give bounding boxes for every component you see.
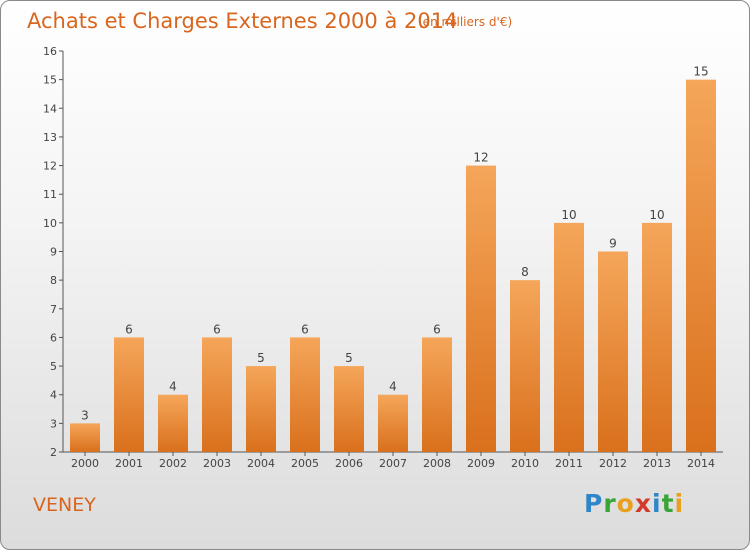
bar [290,337,320,452]
y-tick-label: 4 [50,389,57,402]
labels: 2 3 4 5 6 7 8 9 10 11 12 13 14 15 16 2000 3 2001 6 2002 4 200… [43,45,715,470]
data-label: 4 [389,380,397,394]
x-tick-label: 2002 [159,457,187,470]
logo-letter: t [661,489,675,518]
y-tick-label: 6 [50,331,57,344]
y-tick-label: 5 [50,360,57,373]
y-tick-label: 16 [43,45,57,58]
bar [114,337,144,452]
x-tick-label: 2000 [71,457,99,470]
x-tick-label: 2003 [203,457,231,470]
y-tick-label: 2 [50,446,57,459]
y-tick-label: 14 [43,102,57,115]
x-tick-label: 2001 [115,457,143,470]
x-tick-label: 2005 [291,457,319,470]
bar [554,222,584,452]
data-label: 12 [473,151,488,165]
x-tick-label: 2011 [555,457,583,470]
logo-letter: i [652,489,662,518]
bars [70,79,716,453]
bar [642,222,672,452]
y-tick-label: 10 [43,217,57,230]
y-tick-label: 15 [43,74,57,87]
x-tick-label: 2007 [379,457,407,470]
data-label: 6 [125,322,133,336]
data-label: 6 [213,322,221,336]
y-tick-label: 7 [50,303,57,316]
bar [246,366,276,452]
bar [510,280,540,452]
x-tick-label: 2012 [599,457,627,470]
bar [70,423,100,452]
logo-letter: r [603,489,617,518]
bar [378,394,408,452]
y-tick-label: 9 [50,246,57,259]
chart-title: Achats et Charges Externes 2000 à 2014 [27,9,458,33]
data-label: 4 [169,380,177,394]
bar [466,165,496,453]
data-label: 5 [345,351,353,365]
bar [686,79,716,453]
x-tick-label: 2014 [687,457,715,470]
bar [334,366,364,452]
logo-letter: P [584,489,604,518]
logo-letter: o [616,489,635,518]
data-label: 10 [649,208,664,222]
data-label: 3 [81,408,89,422]
y-tick-label: 8 [50,274,57,287]
logo-letter: x [634,489,652,518]
y-tick-label: 13 [43,131,57,144]
y-tick-label: 12 [43,160,57,173]
data-label: 15 [693,65,708,79]
x-tick-label: 2010 [511,457,539,470]
place-name: VENEY [33,494,96,516]
x-tick-label: 2013 [643,457,671,470]
bar [422,337,452,452]
bar [598,251,628,452]
data-label: 6 [301,322,309,336]
data-label: 10 [561,208,576,222]
x-tick-label: 2008 [423,457,451,470]
bar [202,337,232,452]
y-tick-label: 3 [50,417,57,430]
chart-unit: (en milliers d'€) [418,15,513,29]
proxiti-logo: Proxiti [584,489,684,518]
data-label: 8 [521,265,529,279]
data-label: 9 [609,237,617,251]
data-label: 6 [433,322,441,336]
y-tick-label: 11 [43,188,57,201]
logo-letter: i [674,489,685,518]
x-tick-label: 2009 [467,457,495,470]
data-label: 5 [257,351,265,365]
x-tick-label: 2006 [335,457,363,470]
bar [158,394,188,452]
x-tick-label: 2004 [247,457,275,470]
